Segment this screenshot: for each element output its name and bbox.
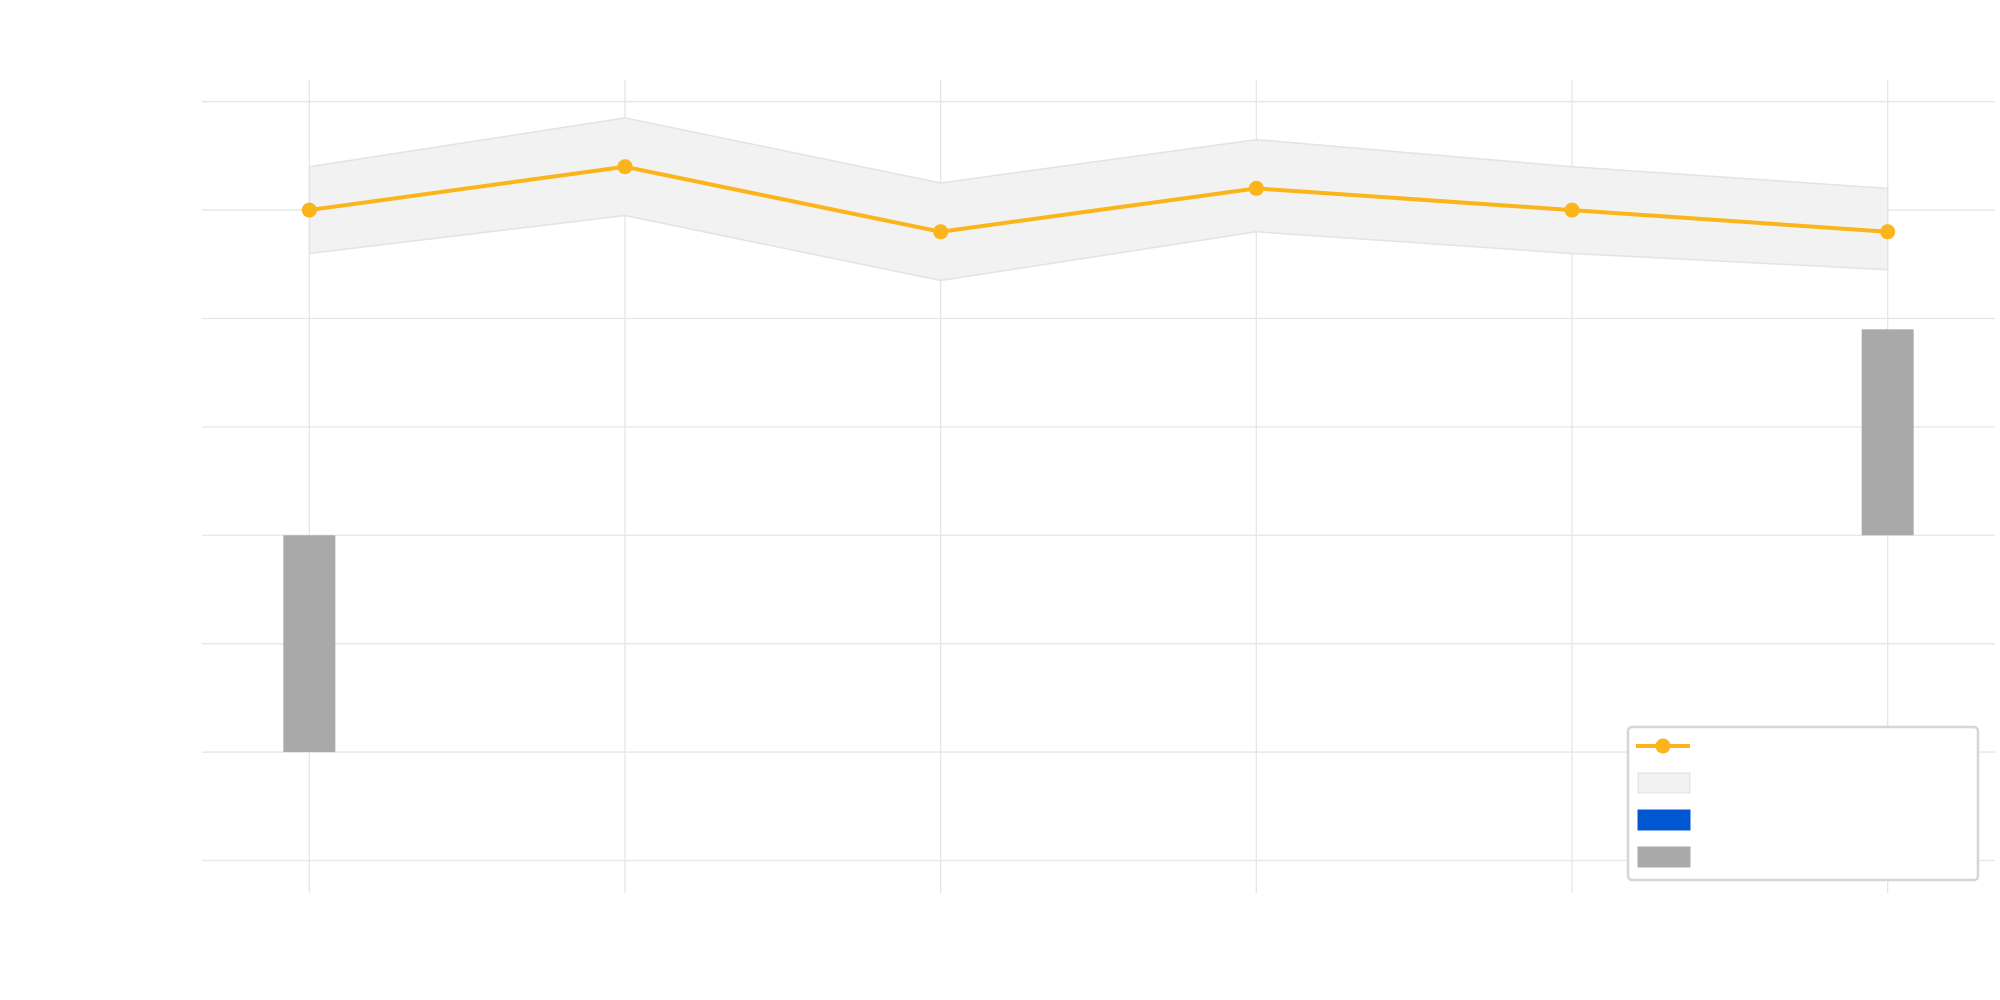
- bar-0: [283, 535, 336, 753]
- legend-patch-3: [1637, 846, 1691, 868]
- legend-patch-1: [1637, 772, 1691, 794]
- point-4: [1564, 202, 1580, 218]
- legend: [1626, 725, 1980, 882]
- confidence-band: [308, 117, 1889, 282]
- point-1: [617, 159, 633, 175]
- point-3: [1248, 180, 1264, 196]
- legend-box: [1626, 725, 1980, 882]
- legend-marker-0: [1655, 738, 1671, 754]
- series-line: [309, 164, 1888, 234]
- line-series: [301, 159, 1896, 240]
- bar-5: [1861, 329, 1914, 536]
- bars: [283, 329, 1914, 753]
- legend-patch-2: [1637, 809, 1691, 831]
- point-5: [1880, 224, 1896, 240]
- band-area: [308, 117, 1889, 282]
- point-0: [301, 202, 317, 218]
- point-2: [933, 224, 949, 240]
